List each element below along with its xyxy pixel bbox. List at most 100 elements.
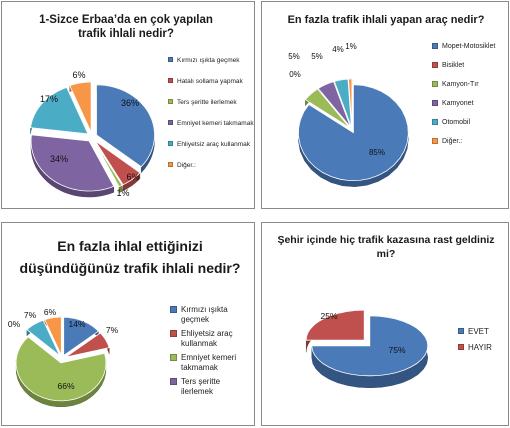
pie-slice-label: 5%	[288, 52, 300, 61]
pie-chart-1: 36% 6% 1% 34% 17% 6%	[30, 70, 155, 198]
pie-slice-label: 75%	[388, 345, 405, 355]
legend-swatch	[432, 119, 438, 125]
pie-chart-4: 75% 25%	[305, 309, 429, 389]
pie-slice	[44, 316, 62, 356]
legend-item: HAYIR	[458, 343, 508, 353]
pie-slice	[30, 134, 115, 192]
legend-label: Bisiklet	[442, 62, 465, 69]
chart-panel-1: 36% 6% 1% 34% 17% 6% 1-Sizce Erbaa’da en çok …	[1, 1, 255, 209]
legend-swatch	[170, 306, 177, 313]
chart-title-1: 1-Sizce Erbaa’da en çok yapılan trafik i…	[39, 14, 213, 40]
legend-item: Ters şeritte ilerlemek	[170, 377, 254, 397]
legend-item: Kamyon-Tır	[432, 80, 508, 89]
legend-item: Ehliyetsiz araç kullanmak	[170, 329, 254, 349]
legend-swatch	[432, 100, 438, 106]
legend-swatch	[170, 330, 177, 337]
legend-label: Ehliyetsiz araç kullanmak	[181, 329, 233, 348]
pie-slice-label: 66%	[57, 381, 74, 391]
legend-label: HAYIR	[468, 343, 492, 352]
pie-slice	[94, 140, 141, 186]
pie-slice-label: 0%	[289, 70, 301, 79]
pie-slice-label: 7%	[24, 310, 37, 320]
legend-label: Hatalı sollama yapmak	[177, 78, 243, 85]
legend-item: Emniyet kemeri takmamak	[168, 119, 254, 128]
legend-label: Otomobil	[442, 119, 471, 126]
pie-slice	[15, 336, 107, 402]
legend-label: Emniyet kemeri takmamak	[181, 353, 237, 372]
legend-swatch	[170, 354, 177, 361]
pie-chart-2: 85% 0% 5% 5% 4% 1%	[288, 42, 409, 187]
pie-slice-label: 6%	[72, 70, 85, 80]
legend-item: Kamyonet	[432, 99, 508, 108]
pie-slice-label: 0%	[8, 319, 21, 329]
legend-swatch	[432, 138, 438, 144]
legend-label: EVET	[468, 327, 489, 336]
pie-slice	[348, 78, 353, 128]
legend-swatch	[432, 62, 438, 68]
chart-panel-4: 75% 25% Şehir içinde hiç trafik kazasına …	[261, 222, 509, 426]
legend-4: EVET HAYIR	[458, 327, 508, 359]
pie-slice-label: 1%	[116, 188, 129, 198]
pie-slice-label: 85%	[369, 148, 385, 157]
chart-title-3: En fazla ihlal ettiğinizi düşündüğünüz t…	[19, 238, 241, 276]
legend-label: Mopet-Motosiklet	[442, 43, 496, 50]
legend-2: Mopet-Motosiklet Bisiklet Kamyon-Tır Kamyon…	[432, 42, 508, 156]
legend-item: EVET	[458, 327, 508, 337]
chart-title-4: Şehir içinde hiç trafik kazasına rast ge…	[277, 234, 495, 260]
legend-swatch	[432, 43, 438, 49]
pie-slice	[63, 317, 100, 357]
legend-label: Diğer.:	[177, 162, 196, 169]
legend-label: Ehliyetsiz araç kullanmak	[177, 141, 250, 148]
legend-swatch	[458, 344, 464, 350]
pie-slice	[311, 315, 429, 377]
legend-item: Emniyet kemeri takmamak	[170, 353, 254, 373]
legend-item: Hatalı sollama yapmak	[168, 77, 254, 86]
legend-item: Diğer.:	[432, 137, 508, 146]
legend-label: Ters şeritte ilerlemek	[181, 377, 221, 396]
legend-swatch	[168, 162, 173, 167]
pie-chart-3: 14%7%66%0%7% 6%	[8, 307, 119, 408]
legend-label: Ters şeritte ilerlemek	[177, 99, 237, 106]
pie-slice	[305, 309, 365, 341]
pie-slice	[69, 81, 92, 133]
pie-slice	[304, 88, 351, 129]
legend-item: Kırmızı ışıkta geçmek	[168, 56, 254, 65]
pie-slice	[26, 319, 61, 357]
pie-slice-label: 6%	[126, 172, 139, 182]
legend-label: Emniyet kemeri takmamak	[177, 120, 254, 127]
chart-panel-3: 14% 7% 66% 0% 7% 6% En fazla ihlal ettiğinizi…	[1, 222, 255, 426]
chart-panel-2: 85% 0% 5% 5% 4% 1% En fazla trafik ihlali yap…	[261, 1, 509, 209]
pie-slice	[96, 84, 155, 168]
pie-slice	[333, 78, 352, 128]
legend-item: Otomobil	[432, 118, 508, 127]
legend-item: Bisiklet	[432, 61, 508, 70]
pie-slice	[317, 81, 351, 128]
legend-item: Mopet-Motosiklet	[432, 42, 508, 51]
legend-item: Ters şeritte ilerlemek	[168, 98, 254, 107]
legend-item: Kırmızı ışıkta geçmek	[170, 305, 254, 325]
pie-slice-label: 5%	[311, 52, 323, 61]
legend-swatch	[458, 328, 464, 334]
pie-slice	[298, 84, 409, 182]
pie-slice-label: 17%	[40, 94, 58, 104]
legend-3: Kırmızı ışıkta geçmek Ehliyetsiz araç kul…	[170, 305, 254, 401]
pie-slice-label: 7%	[106, 325, 119, 335]
legend-label: Kamyon-Tır	[442, 81, 479, 88]
pie-slice-label: 25%	[320, 311, 337, 321]
legend-swatch	[170, 378, 177, 385]
legend-label: Kamyonet	[442, 100, 474, 107]
legend-swatch	[168, 120, 173, 125]
pie-slice-label: 34%	[50, 154, 68, 164]
legend-swatch	[168, 141, 173, 146]
legend-swatch	[168, 78, 173, 83]
pie-slice	[30, 86, 89, 135]
chart-title-2: En fazla trafik ihlali yapan araç nedir?	[287, 14, 485, 26]
pie-slice-label: 1%	[345, 42, 357, 51]
legend-1: Kırmızı ışıkta geçmek Hatalı sollama yapm…	[168, 56, 254, 182]
legend-item: Diğer.:	[168, 161, 254, 170]
legend-swatch	[432, 81, 438, 87]
legend-swatch	[168, 99, 173, 104]
pie-slice	[93, 141, 123, 188]
legend-swatch	[168, 57, 173, 62]
legend-label: Kırmızı ışıkta geçmek	[181, 305, 228, 324]
